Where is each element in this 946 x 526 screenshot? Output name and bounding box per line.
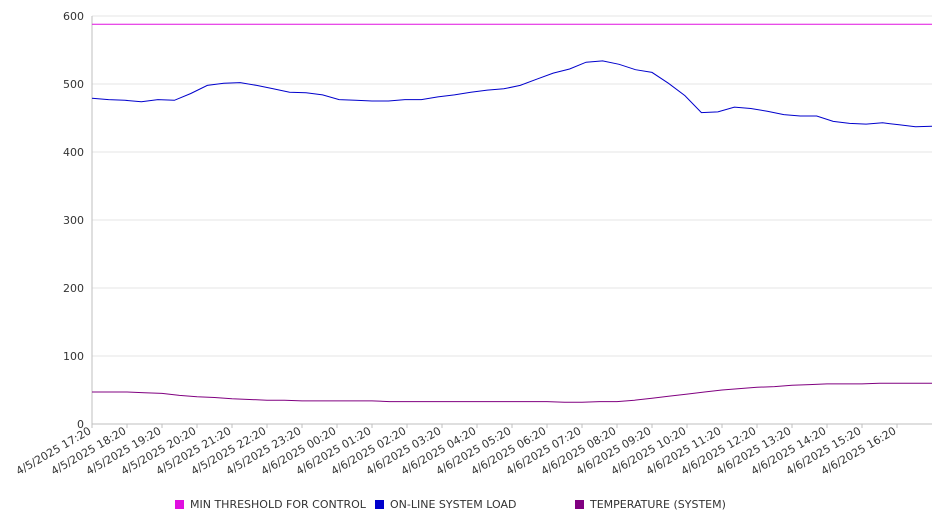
y-tick-label: 200 (63, 282, 84, 295)
y-tick-label: 300 (63, 214, 84, 227)
y-tick-label: 500 (63, 78, 84, 91)
series-line-2 (92, 382, 932, 403)
y-tick-label: 600 (63, 10, 84, 23)
legend-label-min-threshold: MIN THRESHOLD FOR CONTROL (190, 498, 366, 511)
series-lines (91, 23, 933, 403)
legend-label-system-load: ON-LINE SYSTEM LOAD (390, 498, 517, 511)
legend-swatch-temperature (575, 500, 584, 509)
y-tick-labels: 0 100 200 300 400 500 600 (63, 10, 84, 431)
legend-item-system-load[interactable]: ON-LINE SYSTEM LOAD (375, 498, 516, 511)
legend-swatch-system-load (375, 500, 384, 509)
series-line-1 (91, 60, 933, 128)
y-tick-label: 400 (63, 146, 84, 159)
grid-lines (92, 15, 932, 357)
legend-item-temperature[interactable]: TEMPERATURE (SYSTEM) (575, 498, 726, 511)
x-tick-labels: 4/5/2025 17:204/5/2025 18:204/5/2025 19:… (14, 424, 899, 478)
legend-item-min-threshold[interactable]: MIN THRESHOLD FOR CONTROL (175, 498, 366, 511)
legend-swatch-min-threshold (175, 500, 184, 509)
legend-label-temperature: TEMPERATURE (SYSTEM) (590, 498, 726, 511)
y-tick-label: 0 (77, 418, 84, 431)
y-tick-label: 100 (63, 350, 84, 363)
legend: MIN THRESHOLD FOR CONTROL ON-LINE SYSTEM… (0, 498, 946, 514)
